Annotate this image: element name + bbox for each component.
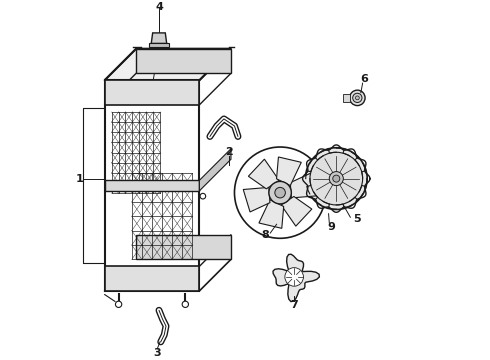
Text: 5: 5	[354, 214, 361, 224]
Circle shape	[200, 193, 206, 199]
Polygon shape	[136, 235, 231, 259]
Text: 8: 8	[262, 230, 269, 240]
Polygon shape	[199, 149, 231, 191]
Polygon shape	[248, 159, 279, 189]
Polygon shape	[290, 174, 317, 198]
Polygon shape	[151, 33, 167, 44]
Text: 7: 7	[290, 300, 298, 310]
Text: 2: 2	[225, 147, 233, 157]
Polygon shape	[273, 254, 319, 302]
Circle shape	[310, 152, 363, 205]
Circle shape	[275, 188, 285, 198]
Circle shape	[116, 301, 122, 307]
Circle shape	[353, 93, 362, 103]
Text: 3: 3	[153, 348, 161, 359]
Polygon shape	[259, 200, 284, 228]
Circle shape	[305, 148, 367, 210]
Polygon shape	[276, 157, 301, 185]
Circle shape	[269, 181, 292, 204]
Polygon shape	[104, 266, 199, 291]
Circle shape	[355, 96, 359, 100]
Polygon shape	[343, 94, 350, 102]
Text: 1: 1	[75, 174, 83, 184]
Polygon shape	[281, 197, 312, 226]
Text: 6: 6	[361, 73, 368, 84]
Polygon shape	[104, 80, 199, 291]
Polygon shape	[136, 49, 231, 73]
Circle shape	[235, 147, 326, 238]
Circle shape	[182, 301, 189, 307]
Circle shape	[333, 175, 340, 182]
Circle shape	[350, 90, 365, 105]
Polygon shape	[104, 80, 199, 105]
Text: 4: 4	[155, 2, 163, 12]
Polygon shape	[104, 180, 199, 191]
Circle shape	[285, 267, 303, 286]
Circle shape	[329, 172, 343, 186]
Text: 9: 9	[327, 222, 335, 232]
Polygon shape	[243, 188, 270, 212]
Polygon shape	[104, 49, 231, 80]
Polygon shape	[149, 43, 169, 47]
